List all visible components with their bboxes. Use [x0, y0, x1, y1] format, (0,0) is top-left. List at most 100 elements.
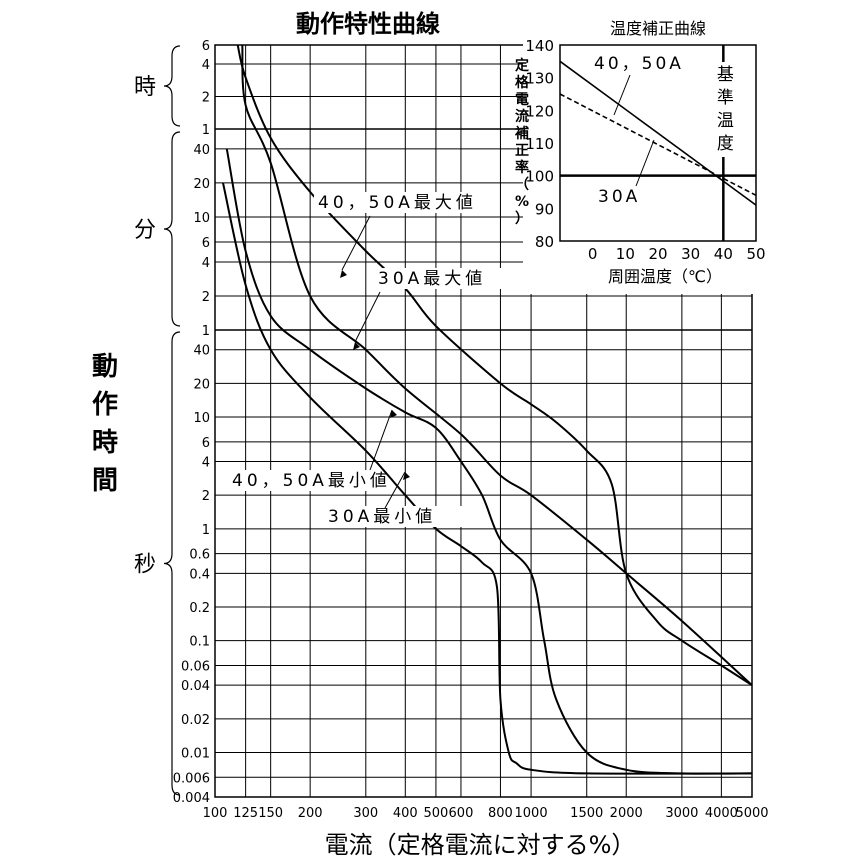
- y-tick-label: 6: [202, 39, 210, 54]
- y-tick-label: 0.1: [189, 635, 210, 650]
- y-tick-label: 1: [202, 523, 210, 538]
- hours-unit-label: 時: [134, 75, 156, 100]
- y-tick-label: 40: [193, 143, 210, 158]
- inset-x-tick-label: 50: [746, 245, 765, 263]
- leader-arrow: [353, 342, 360, 350]
- inset-curves: [559, 60, 757, 206]
- series-label: 30A最大値: [378, 269, 486, 289]
- inset-series-label: 40，50A: [594, 54, 684, 74]
- inset-x-tick-label: 0: [588, 245, 598, 263]
- inset-title: 温度補正曲線: [610, 19, 706, 38]
- x-tick-label: 4000: [705, 806, 738, 821]
- y-tick-label: 20: [193, 377, 210, 392]
- x-tick-label: 600: [449, 806, 474, 821]
- y-tick-label: 0.006: [173, 771, 210, 786]
- x-tick-label: 1500: [570, 806, 603, 821]
- series-line-3: [222, 182, 753, 775]
- y-tick-label: 0.06: [181, 659, 210, 674]
- y-tick-label: 0.02: [181, 713, 210, 728]
- leader-arrow: [390, 410, 397, 418]
- y-tick-label: 1: [202, 324, 210, 339]
- minutes-unit-label: 分: [134, 218, 156, 243]
- chart-title: 動作特性曲線: [296, 10, 440, 38]
- x-tick-label: 100: [203, 806, 228, 821]
- inset-labels: 80 90 100 110 120 130 140 0 10 20 30 40 50 定格電流補正率（%）…: [514, 37, 766, 263]
- y-tick-label: 4: [202, 58, 210, 73]
- temperature-correction-chart: 温度補正曲線 80 90 100 110 120 130 140 0 10 20 30 40 50 定格電…: [514, 8, 767, 294]
- minutes-bracket: [163, 131, 181, 327]
- y-tick-label: 4: [202, 456, 210, 471]
- leader-line: [384, 471, 406, 509]
- x-tick-label: 2000: [610, 806, 643, 821]
- inset-y-tick-label: 110: [525, 135, 554, 153]
- x-tick-label: 3000: [665, 806, 698, 821]
- series-label: 40，50A最小値: [232, 471, 391, 491]
- x-tick-label: 150: [258, 806, 283, 821]
- y-tick-label: 0.04: [181, 679, 210, 694]
- series-label: 40，50A最大値: [318, 193, 477, 213]
- x-tick-label: 300: [353, 806, 378, 821]
- inset-series-label-bg: [591, 54, 689, 74]
- x-tick-label: 200: [298, 806, 323, 821]
- series-line-0: [236, 44, 753, 687]
- y-tick-label: 2: [202, 489, 210, 504]
- y-tick-label: 6: [202, 436, 210, 451]
- inset-leader-line: [613, 74, 631, 116]
- inset-y-tick-label: 130: [525, 70, 554, 88]
- inset-series-label: 30A: [598, 187, 640, 207]
- seconds-unit-label: 秒: [134, 553, 156, 578]
- y-tick-label: 0.01: [181, 746, 210, 761]
- inset-y-axis-title: 定格電流補正率（%）: [514, 57, 530, 227]
- series-label-bg: [374, 268, 524, 289]
- main-labels: 100 125 150 200 300 400 500 600 800 1000 1500 2000 3…: [173, 39, 769, 821]
- x-tick-label: 125: [233, 806, 258, 821]
- x-tick-label: 500: [424, 806, 449, 821]
- series-line-1: [241, 44, 753, 686]
- y-tick-label: 10: [193, 211, 210, 226]
- y-tick-label: 1: [202, 123, 210, 138]
- inset-y-tick-label: 90: [535, 200, 554, 218]
- inset-x-tick-label: 30: [681, 245, 700, 263]
- hours-bracket: [163, 45, 181, 127]
- reference-temperature-label: 基準温度: [717, 65, 734, 154]
- inset-x-tick-label: 40: [714, 245, 733, 263]
- y-tick-label: 10: [193, 411, 210, 426]
- inset-y-tick-label: 120: [525, 102, 554, 120]
- inset-leader-line: [635, 139, 655, 187]
- series-label: 30A最小値: [328, 507, 436, 527]
- inset-series-line-0: [559, 60, 757, 206]
- main-curves: [222, 44, 753, 775]
- inset-x-tick-label: 20: [648, 245, 667, 263]
- y-tick-label: 2: [202, 91, 210, 106]
- y-tick-label: 0.6: [189, 548, 210, 563]
- y-tick-label: 0.2: [189, 601, 210, 616]
- inset-y-tick-label: 140: [525, 37, 554, 55]
- y-tick-label: 40: [193, 344, 210, 359]
- y-tick-label: 6: [202, 236, 210, 251]
- leader-line: [341, 215, 371, 271]
- y-tick-label: 2: [202, 290, 210, 305]
- leader-arrow: [340, 270, 347, 278]
- y-axis-title: 動作時間: [92, 352, 118, 496]
- inset-x-tick-label: 10: [616, 245, 635, 263]
- x-tick-label: 400: [393, 806, 418, 821]
- inset-x-axis-title: 周囲温度（℃）: [608, 267, 722, 286]
- x-tick-label: 1000: [515, 806, 548, 821]
- y-tick-label: 4: [202, 256, 210, 271]
- y-tick-label: 0.004: [173, 791, 210, 806]
- leader-line: [354, 291, 381, 343]
- inset-series-line-1: [559, 93, 757, 197]
- inset-frame: [559, 44, 757, 242]
- series-label-bg: [228, 470, 378, 491]
- inset-y-tick-label: 80: [535, 233, 554, 251]
- x-axis-title: 電流（定格電流に対する%）: [325, 831, 636, 859]
- inset-series-label-bg: [595, 187, 693, 207]
- leader-line: [369, 409, 393, 471]
- leader-arrow: [403, 472, 410, 480]
- inset-y-tick-label: 100: [525, 168, 554, 186]
- unit-brackets: 時分秒: [134, 45, 181, 796]
- seconds-bracket: [163, 331, 181, 796]
- series-line-2: [225, 148, 753, 775]
- series-label-bg: [314, 192, 464, 213]
